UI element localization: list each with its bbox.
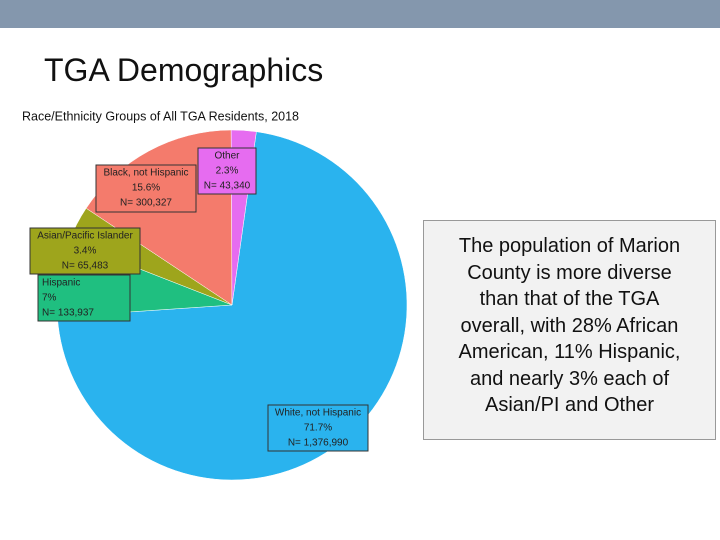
- label-box: [197, 147, 257, 195]
- value-label: 15.6%: [132, 183, 160, 194]
- slice-label: White, not Hispanic: [275, 408, 361, 419]
- label-box: [29, 227, 141, 275]
- slice-label: Black, not Hispanic: [103, 168, 188, 179]
- value-label: 71.7%: [304, 423, 332, 434]
- slide-title: TGA Demographics: [44, 52, 324, 88]
- text-line: The population of Marion: [458, 235, 681, 257]
- chart-title: Race/Ethnicity Groups of All TGA Residen…: [22, 109, 299, 123]
- text-line: than that of the TGA: [479, 288, 660, 310]
- count-label: N= 43,340: [204, 181, 251, 192]
- value-label: 2.3%: [216, 166, 239, 177]
- value-label: 7%: [42, 293, 57, 304]
- text-line: Asian/PI and Other: [485, 394, 654, 416]
- value-label: 3.4%: [74, 246, 97, 257]
- count-label: N= 65,483: [62, 261, 109, 272]
- text-line: County is more diverse: [467, 261, 672, 284]
- label-box: [37, 274, 131, 322]
- count-label: N= 300,327: [120, 198, 172, 209]
- slice-label: Hispanic: [42, 278, 80, 289]
- label-box: [267, 404, 369, 452]
- text-line: overall, with 28% African: [460, 314, 679, 337]
- count-label: N= 1,376,990: [288, 438, 349, 449]
- label-box: [95, 164, 197, 213]
- text-line: American, 11% Hispanic,: [458, 341, 681, 363]
- slice-label: Asian/Pacific Islander: [37, 231, 133, 242]
- text-line: and nearly 3% each of: [469, 367, 670, 390]
- text-box: The population of Marion County is more d…: [423, 220, 716, 440]
- top-bar: [0, 0, 720, 28]
- slice-label: Other: [214, 151, 240, 162]
- count-label: N= 133,937: [42, 308, 94, 319]
